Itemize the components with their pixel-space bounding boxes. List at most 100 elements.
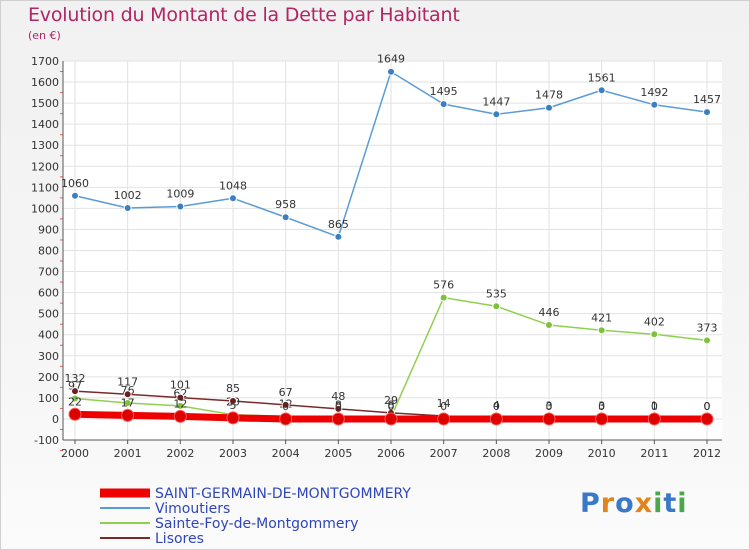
data-label-saint-germain-de-montgommery: 0 [388,400,395,413]
data-point-vimoutiers [176,202,185,211]
data-point-vimoutiers [439,100,448,109]
data-point-sainte-foy-de-montgommery [439,293,448,302]
x-tick-label: 2002 [166,447,194,460]
data-point-saint-germain-de-montgommery [68,407,82,421]
data-label-vimoutiers: 1060 [61,177,89,190]
data-label-sainte-foy-de-montgommery: 421 [591,311,612,324]
y-tick-label: 1500 [31,97,59,110]
data-point-sainte-foy-de-montgommery [492,302,501,311]
data-label-vimoutiers: 958 [275,198,296,211]
data-point-sainte-foy-de-montgommery [703,336,711,345]
data-label-saint-germain-de-montgommery: 17 [121,396,135,409]
logo-letter: t [663,488,678,519]
data-point-saint-germain-de-montgommery [121,408,135,422]
data-point-sainte-foy-de-montgommery [176,401,185,410]
data-point-saint-germain-de-montgommery [226,411,240,425]
data-point-vimoutiers [650,100,659,109]
y-tick-label: 1300 [31,139,59,152]
data-point-lisores [281,400,290,409]
data-point-saint-germain-de-montgommery [647,412,661,426]
data-point-sainte-foy-de-montgommery [597,326,606,335]
data-label-saint-germain-de-montgommery: 5 [230,399,237,412]
data-point-saint-germain-de-montgommery [489,412,503,426]
legend-label-saint-germain-de-montgommery: SAINT-GERMAIN-DE-MONTGOMMERY [155,486,411,502]
y-tick-label: 1700 [31,55,59,68]
data-label-sainte-foy-de-montgommery: 446 [539,306,560,319]
x-tick-label: 2005 [324,447,352,460]
x-tick-label: 2008 [482,447,510,460]
y-tick-label: 800 [38,245,59,258]
logo-letter: i [677,488,688,519]
x-tick-label: 2003 [219,447,247,460]
data-label-sainte-foy-de-montgommery: 373 [697,321,718,334]
data-label-saint-germain-de-montgommery: 0 [282,400,289,413]
chart-unit-label: (en €) [28,29,61,42]
data-point-lisores [71,387,79,396]
data-point-vimoutiers [387,67,395,76]
proxiti-logo: Proxiti [580,488,688,519]
logo-letter: x [634,488,654,519]
data-label-vimoutiers: 1478 [535,89,563,102]
data-point-saint-germain-de-montgommery [173,409,187,423]
data-point-saint-germain-de-montgommery [542,412,556,426]
data-label-vimoutiers: 1048 [219,179,247,192]
data-label-vimoutiers: 865 [328,218,349,231]
y-tick-label: 1000 [31,202,59,215]
data-label-vimoutiers: 1561 [588,71,616,84]
data-point-vimoutiers [545,103,553,112]
data-point-sainte-foy-de-montgommery [123,398,132,407]
data-label-vimoutiers: 1002 [114,189,142,202]
data-label-sainte-foy-de-montgommery: 576 [433,279,454,292]
data-label-lisores: 67 [279,386,293,399]
legend-label-sainte-foy-de-montgommery: Sainte-Foy-de-Montgommery [155,516,359,532]
data-label-saint-germain-de-montgommery: 0 [704,400,711,413]
y-tick-label: 100 [38,392,59,405]
data-label-saint-germain-de-montgommery: 0 [440,400,447,413]
x-tick-label: 2012 [693,447,721,460]
data-point-saint-germain-de-montgommery [700,412,714,426]
y-tick-label: 500 [38,308,59,321]
logo-letter: o [615,488,635,519]
data-point-sainte-foy-de-montgommery [650,330,659,339]
x-tick-label: 2007 [430,447,458,460]
logo-letter: r [600,488,616,519]
y-tick-label: -100 [34,434,59,447]
data-label-lisores: 14 [437,397,451,410]
data-label-lisores: 48 [331,390,345,403]
data-label-lisores: 3 [598,399,605,412]
data-label-sainte-foy-de-montgommery: 8 [388,398,395,411]
data-point-saint-germain-de-montgommery [437,412,451,426]
y-tick-label: 700 [38,266,59,279]
data-label-vimoutiers: 1447 [482,95,510,108]
legend-label-lisores: Lisores [155,531,204,547]
y-tick-label: 1600 [31,76,59,89]
data-label-saint-germain-de-montgommery: 0 [546,400,553,413]
data-label-vimoutiers: 1009 [166,187,194,200]
data-label-sainte-foy-de-montgommery: 535 [486,287,507,300]
data-label-lisores: 4 [493,399,500,412]
data-label-vimoutiers: 1492 [640,86,668,99]
x-tick-label: 2001 [114,447,142,460]
data-label-saint-germain-de-montgommery: 0 [335,400,342,413]
data-label-lisores: 1 [651,400,658,413]
data-label-sainte-foy-de-montgommery: 402 [644,315,665,328]
data-label-vimoutiers: 1457 [693,93,721,106]
data-point-lisores [229,397,237,406]
y-tick-label: 900 [38,223,59,236]
x-tick-label: 2011 [640,447,668,460]
x-tick-label: 2004 [272,447,300,460]
data-point-sainte-foy-de-montgommery [545,321,553,330]
x-tick-label: 2009 [535,447,563,460]
logo-letter: i [653,488,664,519]
data-point-saint-germain-de-montgommery [279,412,293,426]
data-point-saint-germain-de-montgommery [384,412,398,426]
data-point-vimoutiers [334,232,343,241]
data-label-saint-germain-de-montgommery: 0 [493,400,500,413]
data-point-saint-germain-de-montgommery [331,412,345,426]
data-label-vimoutiers: 1649 [377,53,405,66]
data-label-saint-germain-de-montgommery: 12 [173,397,187,410]
y-tick-label: 200 [38,371,59,384]
data-label-lisores: 29 [384,394,398,407]
y-tick-label: 600 [38,287,59,300]
